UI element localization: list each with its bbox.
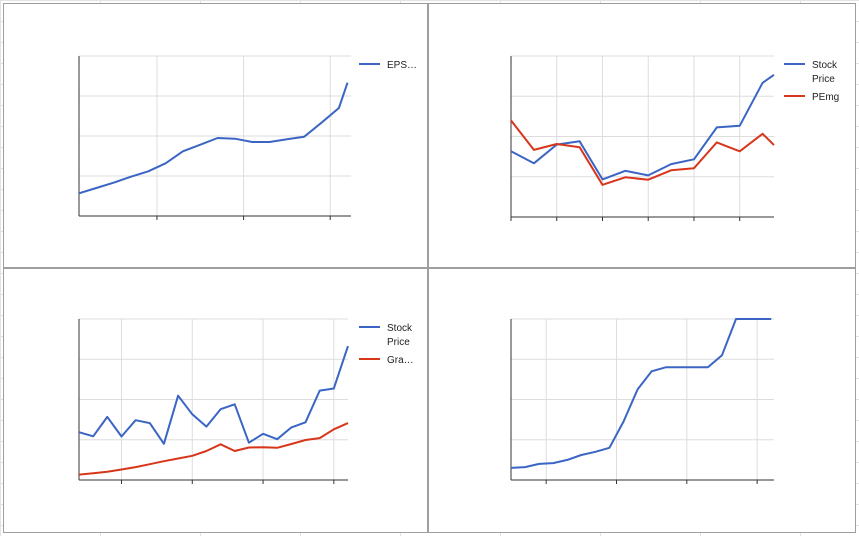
series-line-1 [510,318,772,469]
series-line-1 [78,82,349,195]
legend-label-line: Stock [812,60,838,71]
chart-panel-graham-number: Stock Price Gra… [3,268,428,533]
legend-label-line: Price [812,74,835,85]
chart-panel-price-pemg: Stock Price PEmg [428,3,856,268]
series-line-1 [78,345,349,445]
chart-panel-dividend-history [428,268,856,533]
series-line-2 [510,119,775,186]
series-line-2 [78,422,349,476]
legend-label-2: Gra… [387,355,414,366]
legend-label-line: Stock [387,323,413,334]
chart-graham-number: Stock Price Gra… [78,318,414,484]
chart-price-pemg: Stock Price PEmg [510,55,839,221]
chart-epsmg: EPS… [78,55,417,220]
legend-label-1: EPS… [387,60,417,71]
legend-label-line: Price [387,337,410,348]
legend-label-2: PEmg [812,92,839,103]
chart-dividend-history [510,318,774,484]
legend-label-1: Stock Price [812,60,838,85]
series-line-1 [510,73,775,181]
legend-label-1: Stock Price [387,323,413,348]
chart-panel-epsmg: EPS… [3,3,428,268]
